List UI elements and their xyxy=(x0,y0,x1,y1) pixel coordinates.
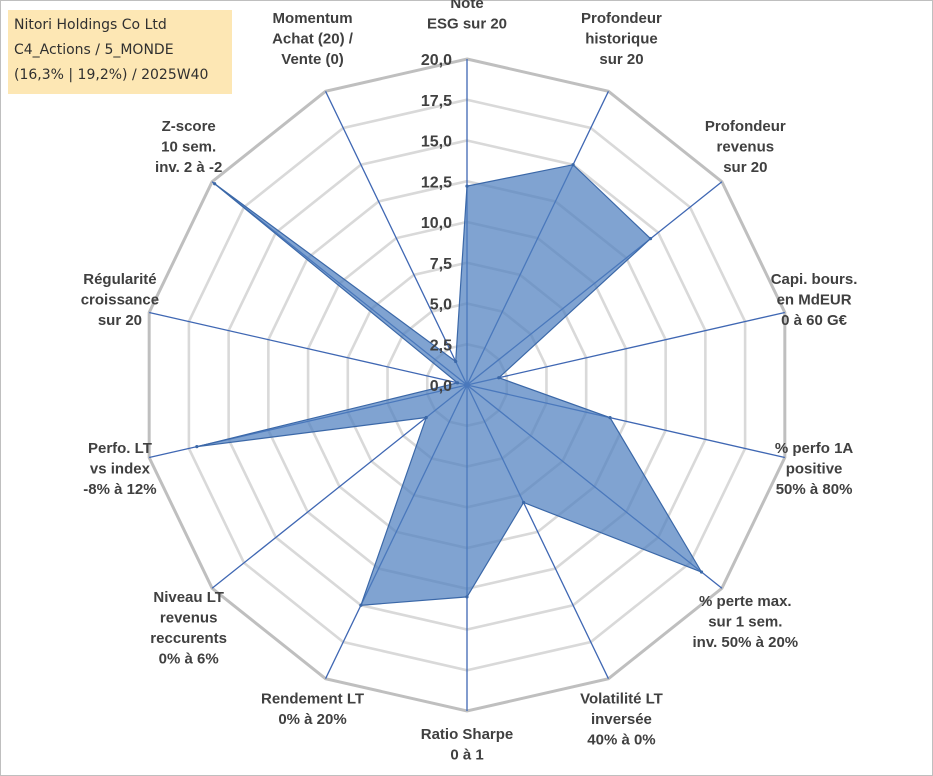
tick-label: 2,5 xyxy=(430,337,452,354)
axis-label-line: historique xyxy=(585,30,658,47)
axis-label-line: 0% à 6% xyxy=(159,651,219,668)
axis-label-line: sur 1 sem. xyxy=(708,613,782,630)
axis-label-line: Profondeur xyxy=(705,118,786,135)
data-point-9 xyxy=(424,415,428,420)
data-point-3 xyxy=(497,376,501,380)
company-name: Nitori Holdings Co Ltd xyxy=(14,17,167,33)
axis-label-line: Achat (20) / xyxy=(272,30,354,47)
data-point-0 xyxy=(465,184,469,188)
axis-label-line: Perfo. LT xyxy=(88,440,152,457)
data-point-10 xyxy=(195,445,199,449)
axis-label-line: Profondeur xyxy=(581,10,662,27)
axis-label-line: vs index xyxy=(90,461,151,478)
radial-tick-labels: 0,0 2,5 5,0 7,5 10,0 12,5 15,0 17,5 20,0 xyxy=(421,52,452,395)
axis-label-line: ESG sur 20 xyxy=(427,16,507,33)
axis-spoke-11 xyxy=(149,311,468,386)
axis-label-line: en MdEUR xyxy=(777,291,852,308)
axis-label-line: Rendement LT xyxy=(261,691,364,708)
tick-label: 12,5 xyxy=(421,174,452,191)
portfolio-category: C4_Actions / 5_MONDE xyxy=(14,42,174,58)
data-point-6 xyxy=(521,500,526,505)
data-point-13 xyxy=(454,359,458,364)
axis-label-line: 10 sem. xyxy=(161,139,216,156)
axis-label-line: sur 20 xyxy=(98,312,142,329)
axis-label-line: 0% à 20% xyxy=(278,711,346,728)
axis-label-line: Vente (0) xyxy=(281,51,344,68)
axis-label-line: Momentum xyxy=(273,10,353,27)
axis-spoke-13 xyxy=(324,91,468,386)
data-point-5 xyxy=(699,570,704,574)
tick-label: 20,0 xyxy=(421,52,452,69)
tick-label: 17,5 xyxy=(421,93,452,110)
axis-labels: Note ESG sur 20 Profondeur historique sur 20… xyxy=(81,0,858,764)
tick-label: 0,0 xyxy=(430,378,452,395)
data-point-2 xyxy=(648,237,653,241)
axis-label-line: Volatilité LT xyxy=(580,691,663,708)
tick-label: 15,0 xyxy=(421,134,452,151)
data-point-11 xyxy=(455,381,460,385)
axis-label-line: Niveau LT xyxy=(153,589,224,606)
axis-label-line: inv. 50% à 20% xyxy=(693,634,799,651)
axis-label-line: sur 20 xyxy=(723,159,767,176)
info-box: Nitori Holdings Co Ltd C4_Actions / 5_MO… xyxy=(8,10,232,94)
axis-label-line: Ratio Sharpe xyxy=(421,726,514,743)
axis-label-line: % perte max. xyxy=(699,593,792,610)
axis-label-line: inv. 2 à -2 xyxy=(155,159,222,176)
axis-label-line: revenus xyxy=(717,139,775,156)
axis-label-line: revenus xyxy=(160,610,218,627)
data-point-4 xyxy=(608,416,612,420)
radar-series xyxy=(195,163,704,607)
axis-label-line: Capi. bours. xyxy=(771,271,858,288)
axis-label-line: Z-score xyxy=(162,118,216,135)
axis-label-line: -8% à 12% xyxy=(83,481,156,498)
axis-label-line: % perfo 1A xyxy=(775,440,854,457)
tick-label: 5,0 xyxy=(430,297,452,314)
tick-label: 7,5 xyxy=(430,256,452,273)
axis-label-line: reccurents xyxy=(150,630,227,647)
axis-label-line: positive xyxy=(786,461,843,478)
data-point-7 xyxy=(465,595,469,599)
axis-label-line: 0 à 60 G€ xyxy=(781,312,848,329)
axis-label-line: 40% à 0% xyxy=(587,732,655,749)
data-point-12 xyxy=(213,182,217,186)
data-point-8 xyxy=(359,603,363,607)
performance-period: (16,3% | 19,2%) / 2025W40 xyxy=(14,67,209,83)
axis-label-line: sur 20 xyxy=(599,51,643,68)
axis-label-line: Note xyxy=(450,0,483,12)
axis-spoke-9 xyxy=(211,384,468,589)
axis-label-line: 50% à 80% xyxy=(776,481,853,498)
axis-label-line: croissance xyxy=(81,291,159,308)
data-point-1 xyxy=(571,163,575,167)
axis-label-line: Régularité xyxy=(83,271,156,288)
axis-label-line: 0 à 1 xyxy=(450,747,483,764)
axis-label-line: inversée xyxy=(591,711,652,728)
axis-spoke-3 xyxy=(466,311,785,386)
tick-label: 10,0 xyxy=(421,215,452,232)
